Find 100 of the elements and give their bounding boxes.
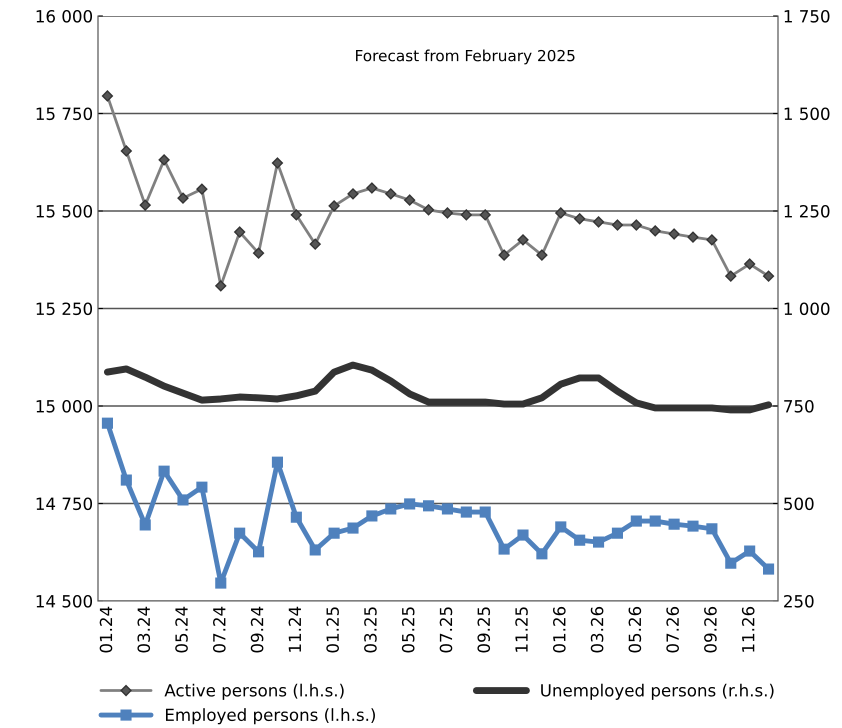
point (290, 209, 302, 221)
legend-label: Unemployed persons (r.h.s.) (541, 684, 774, 700)
x-tick-label: 11.25 (515, 607, 528, 652)
legend-label: Employed persons (l.h.s.) (166, 708, 375, 724)
point (215, 280, 226, 292)
point (650, 515, 661, 527)
x-tick-label: 05.24 (175, 606, 188, 652)
point (460, 506, 472, 518)
point (177, 494, 189, 506)
y-tick-label: 15 500 (36, 204, 92, 218)
x-tick-label: 07.25 (440, 607, 452, 652)
x-tick-label: 09.24 (250, 606, 264, 652)
x-tick-label: 07.24 (213, 606, 226, 652)
point (404, 498, 416, 510)
point (725, 558, 736, 569)
point (442, 207, 454, 219)
point (555, 207, 566, 219)
point (102, 418, 113, 429)
y2-tick-label: 1 750 (784, 10, 830, 23)
point (422, 204, 434, 216)
point (328, 528, 340, 539)
point (744, 546, 756, 557)
point (498, 544, 510, 555)
y2-tick-label: 250 (784, 594, 814, 608)
point (102, 90, 114, 102)
point (347, 522, 359, 534)
point (574, 534, 586, 546)
point (536, 548, 548, 560)
point (140, 200, 151, 211)
point (555, 521, 566, 532)
point (612, 528, 623, 539)
point (120, 474, 132, 486)
point (668, 518, 680, 530)
x-tick-label: 03.24 (137, 606, 150, 652)
x-tick-label: 11.26 (742, 606, 755, 652)
point (234, 528, 246, 539)
point (630, 515, 642, 527)
point (253, 546, 264, 558)
point (517, 530, 529, 541)
point (460, 209, 472, 221)
x-tick-label: 07.26 (666, 606, 679, 652)
x-tick-label: 01.25 (326, 607, 339, 652)
point (706, 234, 718, 246)
point (272, 456, 283, 468)
point (725, 270, 736, 282)
point (442, 503, 453, 515)
point (480, 209, 491, 221)
y-tick-label: 15 750 (36, 107, 92, 120)
point (423, 500, 434, 512)
point (706, 523, 718, 534)
point (385, 503, 396, 515)
point (630, 219, 642, 231)
point (158, 154, 170, 166)
legend-label: Active persons (l.h.s.) (164, 684, 344, 700)
y2-tick-label: 750 (784, 400, 814, 413)
point (480, 506, 491, 518)
x-tick-label: 03.26 (590, 606, 604, 652)
point (498, 249, 510, 261)
x-tick-label: 11.24 (288, 606, 301, 652)
point (158, 466, 170, 477)
point (404, 194, 416, 206)
point (762, 270, 774, 282)
point (196, 482, 208, 493)
y-tick-label: 16 000 (36, 10, 92, 23)
x-tick-label: 01.24 (100, 606, 112, 652)
point (310, 238, 321, 250)
y2-tick-label: 1 500 (784, 107, 830, 120)
y2-tick-label: 500 (784, 497, 814, 510)
x-tick-label: 09.25 (477, 607, 490, 652)
y-tick-label: 15 000 (36, 400, 92, 413)
point (366, 510, 378, 522)
point (744, 258, 756, 270)
annotation: Forecast from February 2025 (356, 50, 575, 64)
point (517, 234, 529, 246)
x-tick-label: 09.26 (704, 606, 717, 652)
point (272, 157, 284, 169)
point (215, 578, 226, 589)
point (234, 226, 246, 238)
x-tick-label: 05.25 (402, 607, 415, 652)
x-tick-label: 05.26 (628, 606, 642, 652)
point (385, 188, 396, 200)
y-tick-label: 15 250 (36, 302, 92, 316)
point (592, 216, 604, 228)
point (347, 188, 359, 200)
point (290, 512, 302, 523)
point (366, 182, 378, 194)
point (140, 519, 151, 531)
point (593, 536, 604, 548)
y-tick-label: 14 750 (36, 497, 92, 510)
point (310, 544, 321, 556)
point (612, 219, 624, 231)
point (574, 213, 586, 224)
point (687, 232, 699, 243)
x-tick-label: 03.25 (364, 607, 377, 652)
y2-tick-label: 1 250 (784, 204, 830, 218)
point (177, 192, 189, 204)
point (668, 228, 680, 240)
point (120, 145, 132, 157)
point (687, 520, 699, 532)
point (252, 248, 264, 259)
